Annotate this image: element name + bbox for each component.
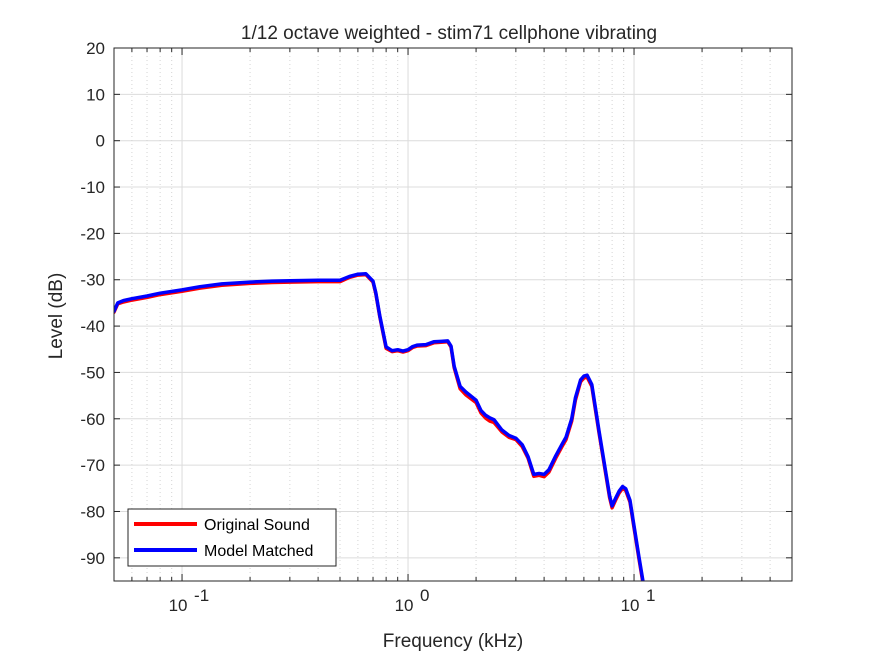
y-tick-label: -90	[80, 549, 105, 568]
series-line-model-matched	[114, 271, 645, 581]
legend-label-original-sound: Original Sound	[204, 517, 310, 534]
series-group	[114, 271, 645, 581]
y-tick-label: 10	[86, 85, 105, 104]
y-tick-label: -40	[80, 317, 105, 336]
x-axis-label: Frequency (kHz)	[383, 631, 523, 652]
y-tick-label: -10	[80, 178, 105, 197]
chart-title: 1/12 octave weighted - stim71 cellphone …	[241, 23, 657, 44]
x-tick-label: 10	[621, 596, 640, 615]
y-axis-label: Level (dB)	[46, 273, 67, 360]
axis-ticks	[113, 47, 793, 581]
y-tick-label: -60	[80, 410, 105, 429]
legend: Original Sound Model Matched	[127, 508, 337, 567]
x-tick-labels: 10 -1 10 0 10 1	[169, 586, 656, 615]
plot-area	[114, 48, 792, 581]
legend-label-model-matched: Model Matched	[204, 543, 313, 560]
y-tick-label: -50	[80, 363, 105, 382]
x-tick-exponent: -1	[194, 586, 209, 605]
plot-frame	[113, 47, 793, 582]
x-tick-exponent: 0	[420, 586, 429, 605]
y-tick-label: -70	[80, 456, 105, 475]
y-tick-label: 20	[86, 39, 105, 58]
x-tick-label: 10	[395, 596, 414, 615]
y-tick-label: 0	[96, 132, 105, 151]
legend-box	[127, 508, 337, 567]
y-tick-label: -80	[80, 502, 105, 521]
y-tick-label: -30	[80, 271, 105, 290]
y-tick-label: -20	[80, 224, 105, 243]
x-tick-label: 10	[169, 596, 188, 615]
x-tick-exponent: 1	[646, 586, 655, 605]
y-tick-labels: 20 10 0 -10 -20 -30 -40 -50 -60 -70 -80 -90	[80, 39, 105, 568]
